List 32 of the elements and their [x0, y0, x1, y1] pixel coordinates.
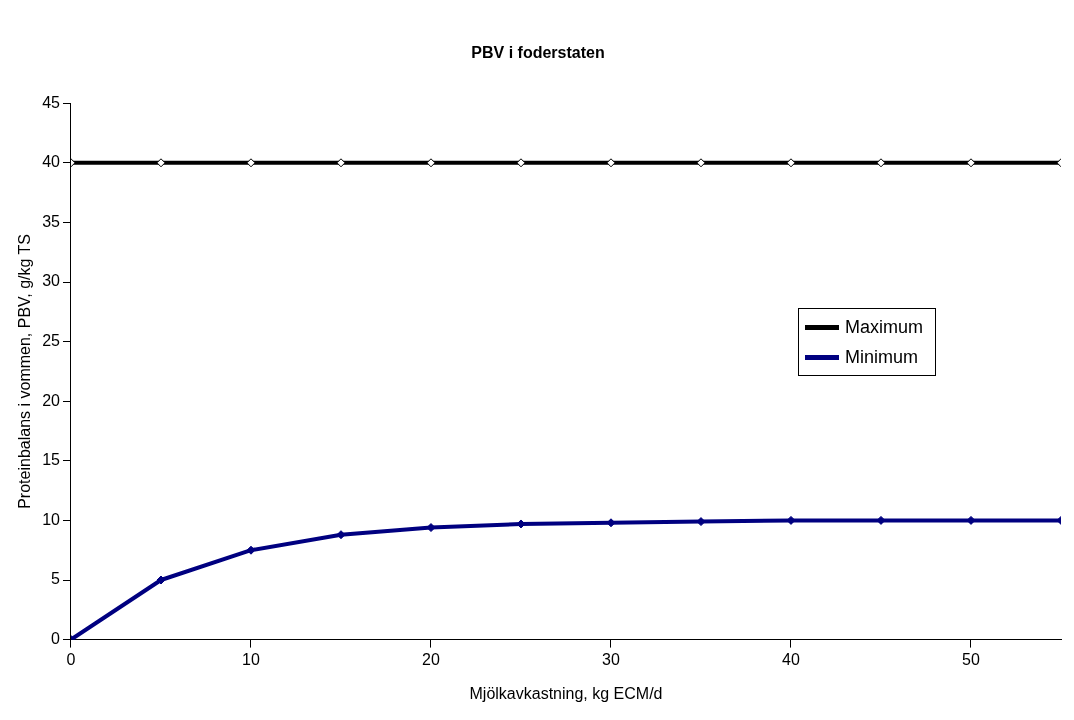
y-axis-title: Proteinbalans i vommen, PBV, g/kg TS: [16, 233, 34, 509]
y-tick-label: 45: [42, 93, 61, 111]
point: [516, 158, 526, 168]
y-tick-label: 5: [51, 570, 61, 588]
legend-label: Minimum: [845, 346, 919, 368]
point: [246, 545, 256, 555]
point: [156, 158, 166, 168]
y-tick-label: 0: [51, 630, 61, 648]
y-tick-label: 30: [42, 272, 61, 290]
x-tick-label: 30: [602, 650, 620, 668]
point: [966, 158, 976, 168]
point: [426, 158, 436, 168]
chart-title: PBV i foderstaten: [471, 44, 605, 62]
point: [876, 158, 886, 168]
y-tick-label: 40: [42, 153, 61, 171]
point: [606, 158, 616, 168]
x-tick-label: 0: [66, 650, 76, 668]
x-tick-label: 50: [962, 650, 980, 668]
point: [786, 158, 796, 168]
y-tick-label: 10: [42, 510, 61, 528]
x-tick-label: 20: [422, 650, 440, 668]
legend-label: Maximum: [845, 316, 924, 338]
x-tick-label: 40: [782, 650, 800, 668]
point: [696, 158, 706, 168]
point: [246, 158, 256, 168]
x-tick-label: 10: [242, 650, 260, 668]
y-tick-label: 15: [42, 451, 61, 469]
y-tick-label: 20: [42, 391, 61, 409]
point: [336, 158, 346, 168]
y-tick-label: 25: [42, 332, 61, 350]
x-axis-title: Mjölkavkastning, kg ECM/d: [469, 684, 663, 702]
y-tick-label: 35: [42, 212, 61, 230]
